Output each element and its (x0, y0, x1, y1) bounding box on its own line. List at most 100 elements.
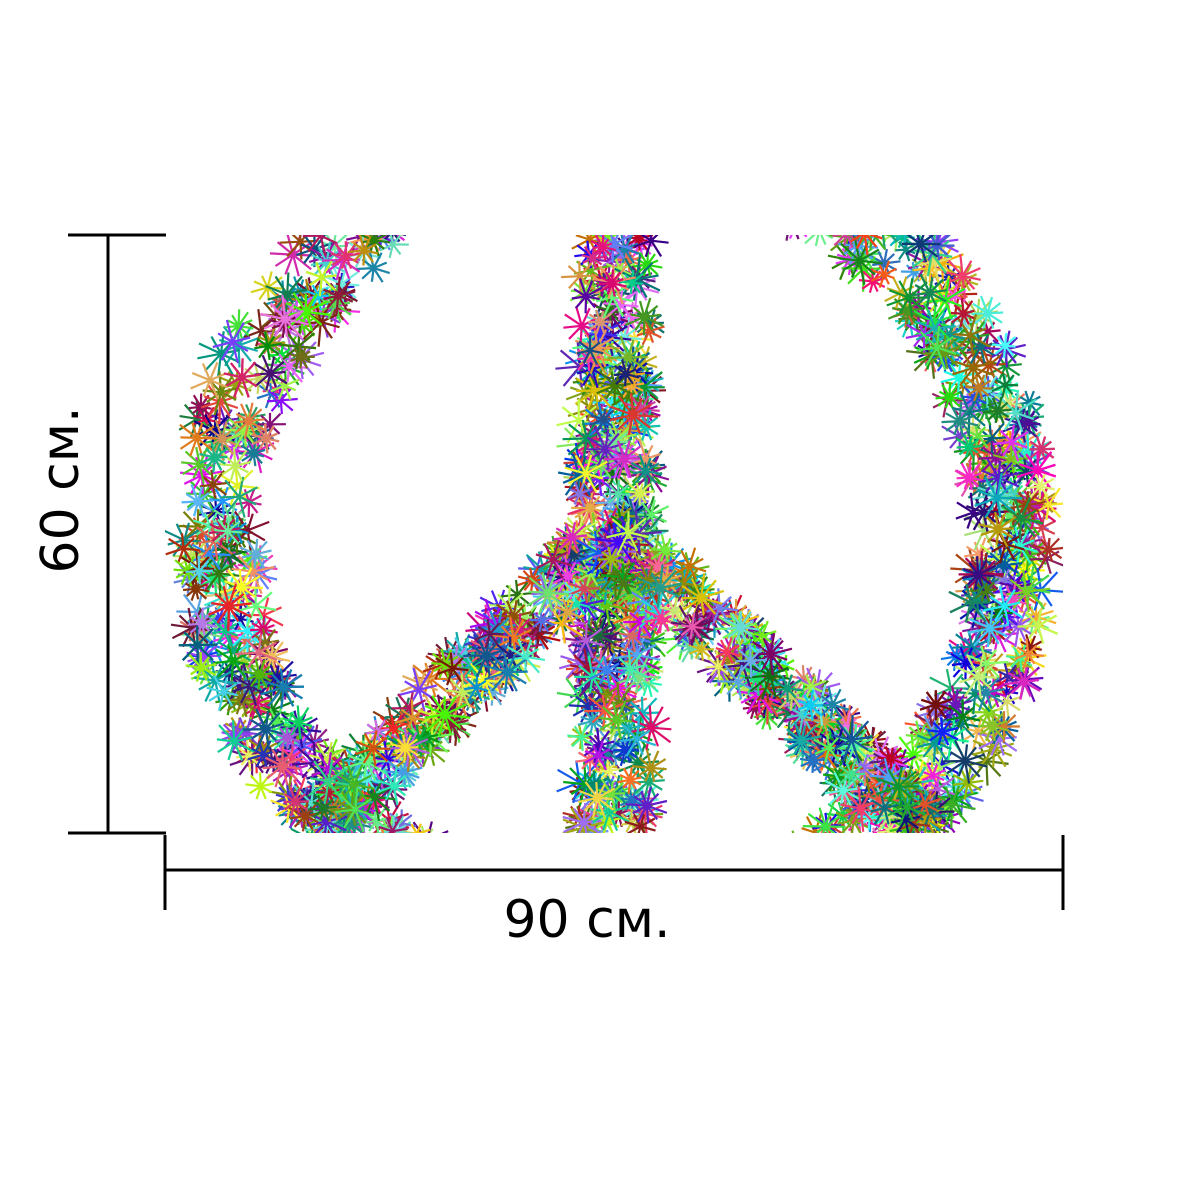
star-decoration (456, 873, 480, 896)
star-decoration (610, 102, 634, 130)
star-decoration (780, 142, 815, 171)
star-decoration (901, 235, 941, 263)
star-decoration (560, 149, 593, 178)
star-decoration (341, 191, 370, 218)
width-dimension: 90 см. (163, 835, 1065, 950)
star-decoration (703, 125, 732, 151)
star-decoration (554, 137, 595, 185)
star-decoration (653, 103, 685, 134)
star-decoration (490, 121, 513, 146)
star-decoration (1014, 638, 1045, 669)
star-decoration (365, 807, 389, 833)
star-decoration (858, 268, 886, 293)
star-decoration (748, 866, 791, 907)
star-decoration (829, 183, 864, 220)
star-decoration (475, 178, 512, 213)
star-decoration (625, 482, 655, 506)
star-decoration (414, 888, 451, 929)
star-decoration (861, 858, 900, 897)
star-decoration (374, 877, 420, 921)
star-decoration (250, 271, 283, 301)
star-decoration (245, 772, 275, 800)
star-decoration (355, 730, 391, 767)
star-decoration (950, 298, 975, 328)
star-decoration (455, 155, 502, 197)
star-decoration (516, 120, 559, 161)
star-decoration (367, 201, 397, 232)
star-decoration (473, 618, 504, 649)
star-decoration (165, 533, 200, 567)
star-decoration (807, 838, 831, 863)
star-decoration (389, 194, 428, 230)
star-decoration (781, 864, 811, 893)
star-decoration (450, 142, 483, 173)
star-decoration (978, 710, 1009, 742)
star-decoration (854, 194, 881, 217)
star-decoration (758, 194, 793, 225)
star-decoration (379, 847, 410, 881)
star-decoration (463, 673, 489, 702)
star-decoration (870, 260, 897, 288)
star-decoration (797, 186, 826, 209)
star-decoration (428, 912, 474, 956)
star-decoration (723, 611, 760, 644)
star-decoration (788, 235, 808, 240)
star-decoration (365, 185, 398, 222)
star-decoration (952, 766, 984, 800)
star-decoration (619, 146, 658, 182)
star-decoration (419, 138, 444, 164)
star-decoration (628, 160, 663, 191)
star-decoration (819, 887, 846, 918)
star-decoration (889, 235, 922, 251)
star-decoration (454, 188, 483, 220)
star-decoration (740, 861, 781, 896)
star-decoration (595, 778, 626, 811)
star-decoration (815, 686, 850, 720)
star-decoration (789, 869, 830, 912)
star-decoration (370, 887, 400, 919)
star-decoration (517, 133, 552, 168)
star-decoration (644, 604, 679, 634)
star-decoration (839, 855, 883, 891)
star-decoration (747, 863, 785, 898)
star-decoration (814, 831, 827, 833)
star-decoration (416, 882, 440, 903)
star-decoration (831, 198, 871, 233)
star-decoration (239, 588, 277, 628)
star-decoration (206, 675, 238, 712)
star-decoration (223, 358, 261, 398)
star-decoration (346, 195, 383, 231)
star-decoration (486, 110, 510, 136)
star-decoration (440, 919, 481, 955)
star-decoration (631, 159, 671, 199)
star-decoration (896, 830, 910, 833)
star-decoration (617, 162, 648, 192)
star-decoration (783, 149, 818, 180)
star-decoration (379, 194, 416, 225)
star-decoration (717, 144, 758, 185)
star-decoration (739, 133, 769, 164)
star-decoration (190, 361, 228, 400)
star-decoration (700, 902, 742, 946)
star-decoration (496, 162, 523, 188)
star-decoration (631, 947, 659, 980)
star-decoration (739, 141, 763, 165)
star-decoration (735, 137, 766, 170)
star-decoration (408, 131, 452, 173)
star-decoration (485, 177, 520, 212)
star-decoration (581, 125, 607, 147)
star-decoration (601, 949, 629, 975)
star-decoration (764, 126, 805, 160)
star-decoration (872, 833, 916, 880)
star-decoration (919, 690, 953, 721)
star-decoration (333, 831, 336, 833)
star-decoration (598, 269, 627, 297)
star-decoration (364, 189, 407, 225)
star-decoration (831, 173, 855, 199)
star-decoration (493, 636, 527, 672)
star-decoration (596, 135, 634, 175)
star-decoration (509, 140, 543, 174)
star-decoration (330, 241, 364, 270)
star-decoration (567, 482, 592, 508)
